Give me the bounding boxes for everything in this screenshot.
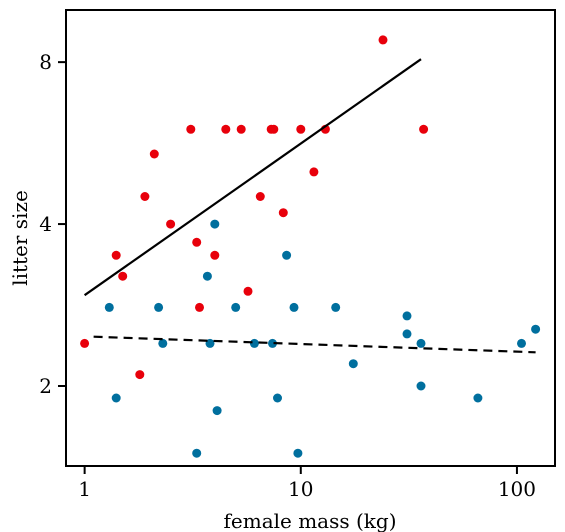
data-point bbox=[231, 303, 240, 312]
x-tick-label: 1 bbox=[78, 477, 91, 501]
data-point bbox=[158, 339, 167, 348]
data-point bbox=[112, 251, 121, 260]
y-tick-label: 8 bbox=[39, 50, 52, 74]
x-tick-label: 10 bbox=[288, 477, 313, 501]
data-point bbox=[140, 192, 149, 201]
data-point bbox=[419, 125, 428, 134]
x-axis-title: female mass (kg) bbox=[223, 509, 396, 532]
data-point bbox=[269, 125, 278, 134]
data-point bbox=[186, 125, 195, 134]
data-point bbox=[517, 339, 526, 348]
trend-line-solid bbox=[85, 59, 421, 295]
data-point bbox=[244, 287, 253, 296]
data-point bbox=[296, 125, 305, 134]
data-point bbox=[118, 272, 127, 281]
data-point bbox=[154, 303, 163, 312]
data-point bbox=[309, 167, 318, 176]
data-point bbox=[379, 35, 388, 44]
data-point bbox=[290, 303, 299, 312]
data-point bbox=[210, 220, 219, 229]
data-point bbox=[417, 382, 426, 391]
data-point bbox=[237, 125, 246, 134]
data-point bbox=[112, 394, 121, 403]
data-point bbox=[279, 208, 288, 217]
data-point bbox=[349, 359, 358, 368]
data-point bbox=[166, 220, 175, 229]
x-tick-label: 100 bbox=[498, 477, 536, 501]
data-point bbox=[273, 394, 282, 403]
data-point bbox=[473, 394, 482, 403]
data-point bbox=[293, 449, 302, 458]
plot-marks bbox=[80, 35, 540, 457]
data-point bbox=[331, 303, 340, 312]
x-axis-ticks: 1 10 100 bbox=[78, 466, 536, 501]
data-point bbox=[135, 370, 144, 379]
data-point bbox=[195, 303, 204, 312]
data-point bbox=[80, 339, 89, 348]
data-point bbox=[105, 303, 114, 312]
data-point bbox=[192, 238, 201, 247]
data-point bbox=[150, 150, 159, 159]
data-point bbox=[210, 251, 219, 260]
data-point bbox=[192, 449, 201, 458]
y-axis-title: litter size bbox=[8, 190, 32, 286]
y-axis-ticks: 2 4 8 bbox=[39, 50, 66, 398]
data-point bbox=[221, 125, 230, 134]
data-point bbox=[203, 272, 212, 281]
y-tick-label: 2 bbox=[39, 374, 52, 398]
data-point bbox=[282, 251, 291, 260]
data-point bbox=[403, 329, 412, 338]
y-tick-label: 4 bbox=[39, 212, 52, 236]
data-point bbox=[256, 192, 265, 201]
data-point bbox=[213, 406, 222, 415]
data-point bbox=[531, 325, 540, 334]
data-point bbox=[403, 311, 412, 320]
data-point bbox=[250, 339, 259, 348]
data-point bbox=[417, 339, 426, 348]
